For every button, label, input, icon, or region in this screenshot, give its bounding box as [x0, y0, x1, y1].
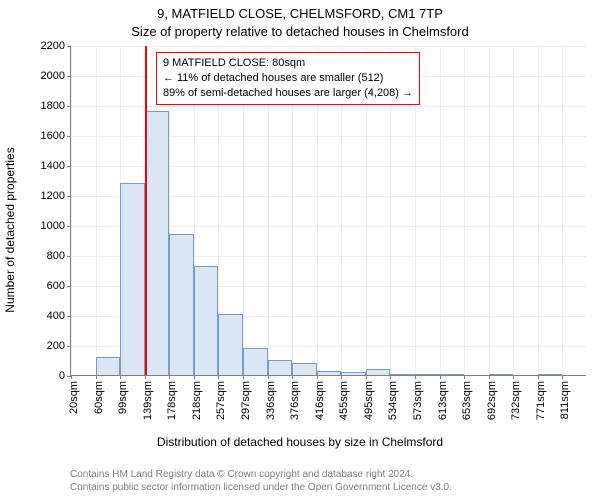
y-tick-label: 800: [47, 250, 71, 262]
chart-container: 9, MATFIELD CLOSE, CHELMSFORD, CM1 7TP S…: [0, 0, 600, 500]
histogram-bar: [317, 371, 342, 376]
histogram-bar: [538, 374, 563, 375]
annotation-line-2: ← 11% of detached houses are smaller (51…: [163, 71, 413, 86]
gridline-h: [71, 46, 586, 47]
x-tick-mark: [96, 375, 97, 379]
y-tick-label: 1000: [41, 220, 71, 232]
histogram-bar: [169, 234, 194, 375]
x-tick-mark: [366, 375, 367, 379]
histogram-bar: [96, 357, 121, 375]
x-tick-mark: [71, 375, 72, 379]
x-tick-label: 336sqm: [265, 381, 277, 420]
x-tick-label: 257sqm: [215, 381, 227, 420]
y-tick-label: 1400: [41, 160, 71, 172]
y-tick-label: 600: [47, 280, 71, 292]
annotation-line-1: 9 MATFIELD CLOSE: 80sqm: [163, 56, 413, 71]
footer-line-2: Contains public sector information licen…: [70, 481, 452, 494]
histogram-bar: [415, 374, 440, 375]
x-tick-label: 573sqm: [412, 381, 424, 420]
histogram-bar: [292, 363, 317, 375]
x-tick-label: 534sqm: [387, 381, 399, 420]
x-tick-label: 732sqm: [510, 381, 522, 420]
x-tick-label: 495sqm: [363, 381, 375, 420]
y-tick-label: 200: [47, 340, 71, 352]
x-tick-label: 455sqm: [338, 381, 350, 420]
x-tick-label: 60sqm: [93, 381, 105, 414]
x-tick-mark: [243, 375, 244, 379]
y-tick-label: 400: [47, 310, 71, 322]
x-tick-label: 416sqm: [314, 381, 326, 420]
x-tick-mark: [218, 375, 219, 379]
histogram-bar: [268, 360, 293, 375]
x-tick-mark: [440, 375, 441, 379]
x-tick-label: 20sqm: [68, 381, 80, 414]
histogram-bar: [489, 374, 514, 375]
gridline-v: [96, 46, 97, 375]
x-tick-mark: [489, 375, 490, 379]
x-tick-mark: [513, 375, 514, 379]
gridline-v: [464, 46, 465, 375]
histogram-bar: [366, 369, 391, 375]
x-tick-label: 178sqm: [166, 381, 178, 420]
x-tick-mark: [415, 375, 416, 379]
histogram-bar: [145, 111, 170, 375]
histogram-bar: [440, 374, 465, 375]
x-tick-mark: [120, 375, 121, 379]
gridline-h: [71, 106, 586, 107]
gridline-v: [562, 46, 563, 375]
x-tick-mark: [292, 375, 293, 379]
x-tick-label: 653sqm: [461, 381, 473, 420]
chart-subtitle: Size of property relative to detached ho…: [0, 24, 600, 39]
annotation-box: 9 MATFIELD CLOSE: 80sqm ← 11% of detache…: [156, 52, 420, 105]
histogram-bar: [390, 374, 415, 376]
gridline-v: [538, 46, 539, 375]
y-tick-label: 1200: [41, 190, 71, 202]
x-tick-label: 139sqm: [142, 381, 154, 420]
x-tick-label: 218sqm: [191, 381, 203, 420]
footer-text: Contains HM Land Registry data © Crown c…: [70, 468, 452, 494]
gridline-v: [513, 46, 514, 375]
x-tick-label: 811sqm: [559, 381, 571, 419]
x-tick-mark: [145, 375, 146, 379]
marker-line: [145, 46, 147, 375]
y-tick-label: 2200: [41, 40, 71, 52]
histogram-bar: [194, 266, 219, 376]
x-tick-label: 297sqm: [240, 381, 252, 420]
x-tick-label: 692sqm: [486, 381, 498, 420]
plot-area: 0200400600800100012001400160018002000220…: [70, 46, 586, 376]
footer-line-1: Contains HM Land Registry data © Crown c…: [70, 468, 452, 481]
annotation-line-3: 89% of semi-detached houses are larger (…: [163, 86, 413, 101]
chart-title: 9, MATFIELD CLOSE, CHELMSFORD, CM1 7TP: [0, 6, 600, 21]
x-tick-label: 613sqm: [437, 381, 449, 420]
y-axis-label: Number of detached properties: [3, 147, 17, 312]
x-tick-label: 771sqm: [535, 381, 547, 420]
x-tick-mark: [464, 375, 465, 379]
x-tick-mark: [390, 375, 391, 379]
y-tick-label: 1800: [41, 100, 71, 112]
x-tick-mark: [341, 375, 342, 379]
x-axis-label: Distribution of detached houses by size …: [0, 435, 600, 449]
x-tick-mark: [194, 375, 195, 379]
x-tick-label: 99sqm: [117, 381, 129, 414]
x-tick-label: 376sqm: [289, 381, 301, 420]
x-tick-mark: [317, 375, 318, 379]
x-tick-mark: [268, 375, 269, 379]
histogram-bar: [243, 348, 268, 375]
y-tick-label: 1600: [41, 130, 71, 142]
y-tick-label: 2000: [41, 70, 71, 82]
histogram-bar: [341, 372, 366, 375]
x-tick-mark: [538, 375, 539, 379]
x-tick-mark: [169, 375, 170, 379]
gridline-v: [489, 46, 490, 375]
x-tick-mark: [562, 375, 563, 379]
histogram-bar: [120, 183, 145, 375]
gridline-v: [440, 46, 441, 375]
gridline-v: [71, 46, 72, 375]
histogram-bar: [218, 314, 243, 376]
